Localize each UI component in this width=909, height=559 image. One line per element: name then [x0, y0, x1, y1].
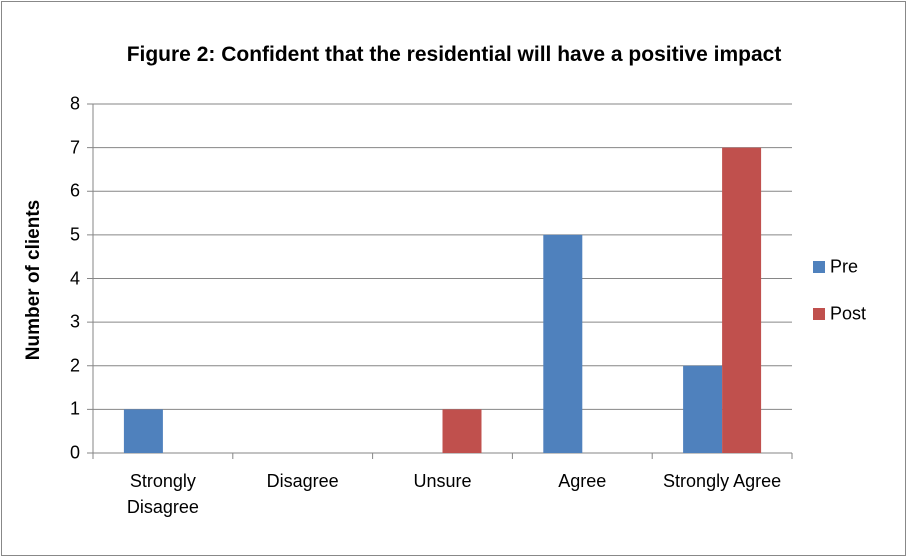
legend-swatch	[813, 308, 825, 320]
y-axis-label: Number of clients	[23, 199, 44, 361]
y-tick-label: 8	[69, 93, 80, 114]
x-tick-label: Strongly Disagree	[126, 471, 199, 517]
y-tick-label: 1	[69, 398, 80, 419]
y-tick-label: 2	[69, 355, 80, 376]
x-tick-label: Strongly Agree	[663, 471, 782, 491]
bar	[123, 409, 163, 453]
x-tick-label: Disagree	[266, 471, 339, 491]
y-tick-label: 5	[69, 224, 80, 245]
chart-title: Figure 2: Confident that the residential…	[126, 43, 782, 66]
x-tick-label: Unsure	[413, 471, 472, 491]
y-tick-label: 0	[69, 442, 80, 463]
bar	[683, 365, 723, 453]
legend-label: Pre	[830, 256, 859, 277]
y-tick-label: 3	[69, 311, 80, 332]
x-tick-label: Agree	[558, 471, 607, 491]
legend-label: Post	[830, 303, 867, 324]
bar	[543, 234, 583, 453]
y-tick-label: 7	[69, 137, 80, 158]
bar	[442, 409, 482, 453]
legend-swatch	[813, 261, 825, 273]
bar	[722, 147, 762, 453]
y-tick-label: 4	[69, 268, 80, 288]
y-tick-label: 6	[69, 180, 80, 201]
